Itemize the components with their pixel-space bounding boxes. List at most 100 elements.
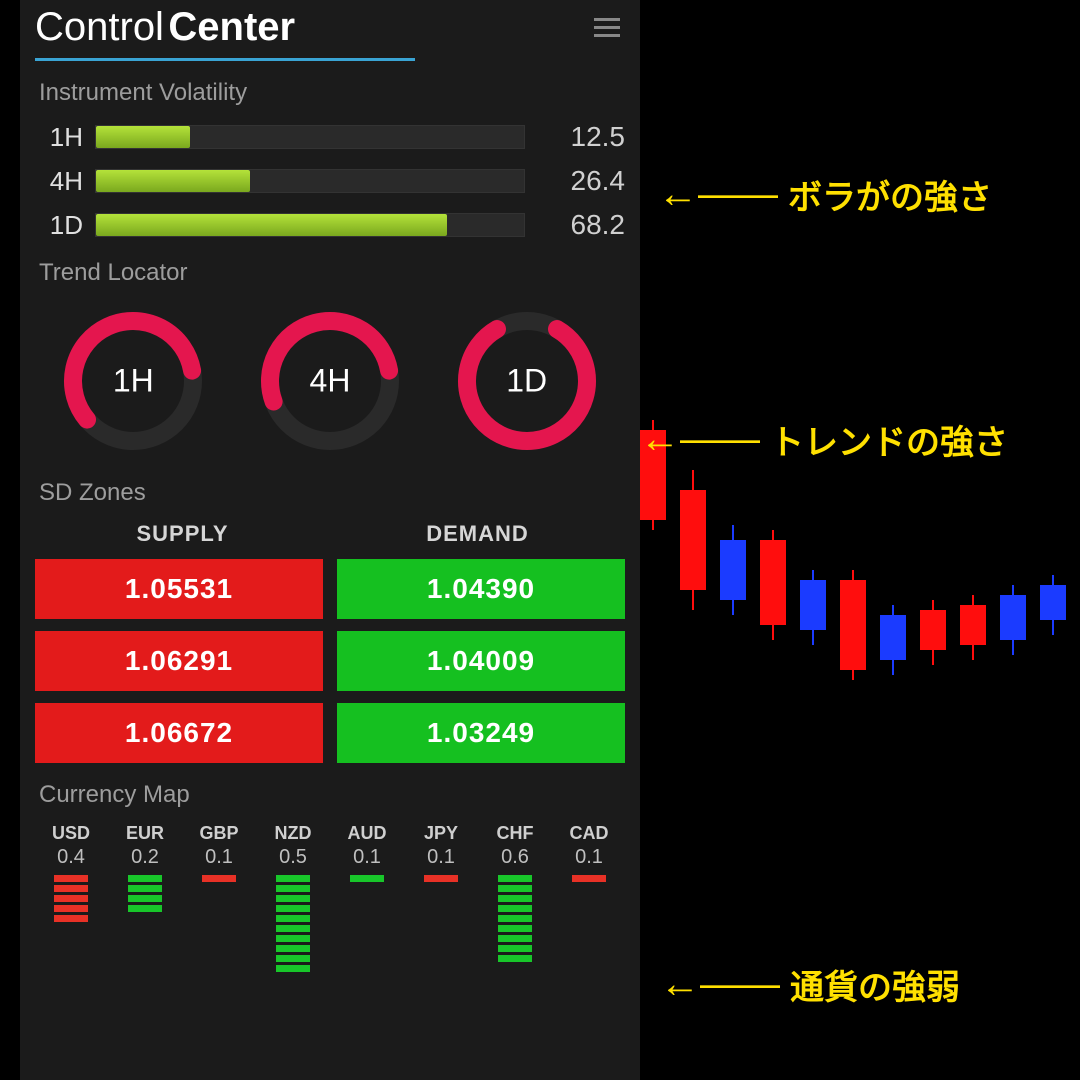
vol-bar <box>95 213 525 237</box>
trend-section: 1H 4H 1D <box>35 301 625 461</box>
strength-bar <box>276 885 310 892</box>
currency-col: CHF0.6 <box>483 823 547 972</box>
currency-col: USD0.4 <box>39 823 103 972</box>
strength-bars <box>483 875 547 962</box>
trend-gauge: 4H <box>250 301 410 461</box>
trend-gauge: 1D <box>447 301 607 461</box>
supply-value: 1.06291 <box>35 631 323 691</box>
annotation-label: ←——ボラがの強さ <box>658 170 992 219</box>
annotation-text: トレンドの強さ <box>770 415 1008 464</box>
demand-header: DEMAND <box>330 521 625 547</box>
sd-headers: SUPPLY DEMAND <box>35 521 625 547</box>
vol-label: 4H <box>35 166 95 197</box>
strength-bar <box>498 925 532 932</box>
arrow-icon: ←—— <box>640 417 760 462</box>
vol-value: 26.4 <box>545 165 625 197</box>
title-light: Control <box>35 5 164 49</box>
strength-bar <box>498 895 532 902</box>
cm-title: Currency Map <box>39 781 625 809</box>
trend-title: Trend Locator <box>39 259 625 287</box>
supply-value: 1.06672 <box>35 703 323 763</box>
currency-code: CHF <box>483 823 547 844</box>
vol-bar <box>95 125 525 149</box>
control-center-panel: Control Center Instrument Volatility 1H1… <box>20 0 640 1080</box>
currency-code: NZD <box>261 823 325 844</box>
annotation-label: ←——トレンドの強さ <box>640 415 1008 464</box>
currency-code: JPY <box>409 823 473 844</box>
currency-value: 0.2 <box>113 846 177 869</box>
strength-bar <box>498 915 532 922</box>
strength-bar <box>498 945 532 952</box>
hamburger-icon[interactable] <box>594 18 620 37</box>
strength-bar <box>498 935 532 942</box>
volatility-row: 4H 26.4 <box>35 165 625 197</box>
currency-col: JPY0.1 <box>409 823 473 972</box>
sd-title: SD Zones <box>39 479 625 507</box>
trend-label: 4H <box>310 363 351 400</box>
currency-col: GBP0.1 <box>187 823 251 972</box>
currency-value: 0.1 <box>187 846 251 869</box>
strength-bars <box>409 875 473 882</box>
currency-code: EUR <box>113 823 177 844</box>
vol-value: 12.5 <box>545 121 625 153</box>
strength-bar <box>350 875 384 882</box>
volatility-title: Instrument Volatility <box>39 79 625 107</box>
currency-value: 0.5 <box>261 846 325 869</box>
strength-bar <box>276 875 310 882</box>
strength-bar <box>276 955 310 962</box>
strength-bar <box>498 875 532 882</box>
sd-section: 1.055311.043901.062911.040091.066721.032… <box>35 559 625 763</box>
arrow-icon: ←—— <box>658 172 778 217</box>
sd-row: 1.055311.04390 <box>35 559 625 619</box>
currency-code: CAD <box>557 823 621 844</box>
annotation-label: ←——通貨の強弱 <box>660 960 960 1009</box>
currency-col: AUD0.1 <box>335 823 399 972</box>
strength-bar <box>128 885 162 892</box>
sd-row: 1.066721.03249 <box>35 703 625 763</box>
strength-bar <box>424 875 458 882</box>
strength-bar <box>572 875 606 882</box>
currency-value: 0.1 <box>335 846 399 869</box>
vol-bar <box>95 169 525 193</box>
currency-value: 0.4 <box>39 846 103 869</box>
currency-value: 0.1 <box>557 846 621 869</box>
currency-code: GBP <box>187 823 251 844</box>
strength-bars <box>113 875 177 912</box>
strength-bars <box>187 875 251 882</box>
strength-bar <box>54 885 88 892</box>
title-bold: Center <box>168 5 295 49</box>
strength-bar <box>54 905 88 912</box>
annotation-text: ボラがの強さ <box>788 170 992 219</box>
strength-bar <box>128 905 162 912</box>
currency-code: AUD <box>335 823 399 844</box>
panel-title: Control Center <box>35 5 295 50</box>
currency-value: 0.6 <box>483 846 547 869</box>
panel-header: Control Center <box>35 0 415 61</box>
volatility-section: 1H 12.5 4H 26.4 1D68.2 <box>35 121 625 241</box>
annotation-text: 通貨の強弱 <box>790 960 960 1009</box>
demand-value: 1.04009 <box>337 631 625 691</box>
trend-label: 1H <box>113 363 154 400</box>
strength-bar <box>276 895 310 902</box>
strength-bar <box>276 935 310 942</box>
demand-value: 1.03249 <box>337 703 625 763</box>
strength-bar <box>276 945 310 952</box>
vol-label: 1H <box>35 122 95 153</box>
currency-col: NZD0.5 <box>261 823 325 972</box>
strength-bar <box>54 875 88 882</box>
currency-code: USD <box>39 823 103 844</box>
strength-bar <box>276 905 310 912</box>
currency-col: CAD0.1 <box>557 823 621 972</box>
demand-value: 1.04390 <box>337 559 625 619</box>
currency-map-section: USD0.4EUR0.2GBP0.1NZD0.5AUD0.1JPY0.1CHF0… <box>35 823 625 972</box>
volatility-row: 1D68.2 <box>35 209 625 241</box>
strength-bar <box>54 915 88 922</box>
trend-gauge: 1H <box>53 301 213 461</box>
strength-bar <box>498 885 532 892</box>
strength-bar <box>498 955 532 962</box>
currency-col: EUR0.2 <box>113 823 177 972</box>
strength-bar <box>276 965 310 972</box>
strength-bars <box>39 875 103 922</box>
strength-bar <box>128 875 162 882</box>
volatility-row: 1H 12.5 <box>35 121 625 153</box>
